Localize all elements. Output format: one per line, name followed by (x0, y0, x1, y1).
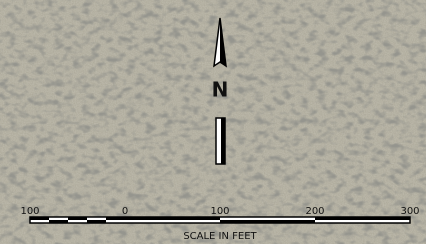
scale-label: 0 (122, 206, 128, 217)
arrow-shaft-shade (221, 118, 225, 164)
scale-segment (68, 217, 87, 220)
scale-segment (125, 217, 220, 220)
scale-segment (106, 217, 125, 220)
scale-segment (87, 220, 106, 223)
aerial-map: N SCALE IN FEET 100 0 100 200 300 (0, 0, 426, 244)
scale-label: 200 (305, 206, 324, 217)
scale-label: 100 (210, 206, 229, 217)
north-label: N (212, 78, 229, 102)
scale-label: 100 (20, 206, 39, 217)
scale-title: SCALE IN FEET (183, 231, 257, 242)
scale-segment (49, 220, 68, 223)
scale-segment (315, 217, 410, 220)
page: N SCALE IN FEET 1000100200300 (() => { c… (0, 0, 426, 244)
scale-segment (30, 217, 49, 220)
scale-label: 300 (400, 206, 419, 217)
scale-segment (220, 220, 315, 223)
